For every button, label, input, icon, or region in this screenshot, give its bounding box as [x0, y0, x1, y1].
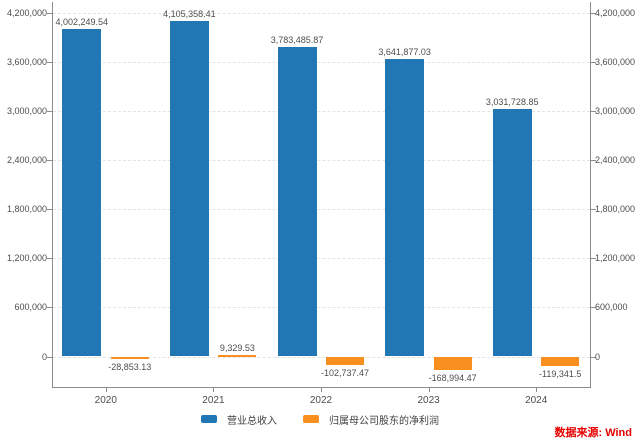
- y-axis-tick: [591, 307, 596, 309]
- legend: 营业总收入 归属母公司股东的净利润: [0, 411, 640, 427]
- gridline: [53, 13, 590, 14]
- revenue-value-label-2024: 3,031,728.85: [485, 96, 539, 107]
- legend-item: 营业总收入: [201, 412, 277, 427]
- gridline: [53, 111, 590, 113]
- gridline: [53, 258, 590, 260]
- y-axis-label: 3,600,000: [595, 57, 636, 68]
- y-axis-label: 3,600,000: [6, 57, 47, 68]
- net-profit-value-label-2024: -119,341.5: [539, 369, 582, 380]
- y-axis-label: 4,200,000: [6, 8, 47, 18]
- net-profit-bar-2021: [218, 354, 257, 357]
- x-axis-label: 2024: [525, 395, 548, 406]
- x-axis-label: 2020: [94, 395, 117, 406]
- y-axis-label: 3,000,000: [6, 106, 47, 117]
- y-axis-label: 2,400,000: [595, 155, 636, 166]
- y-axis-label: 3,000,000: [595, 106, 636, 117]
- y-axis-tick: [47, 160, 52, 162]
- y-axis-label: 600,000: [595, 302, 628, 313]
- net-profit-bar-2020: [110, 356, 149, 359]
- revenue-bar-2022: [277, 47, 317, 357]
- legend-swatch-icon: [303, 415, 319, 423]
- gridline: [53, 356, 590, 358]
- legend-label: 归属母公司股东的净利润: [329, 415, 439, 427]
- net-profit-value-label-2021: 9,329.53: [219, 342, 255, 353]
- y-axis-tick: [47, 356, 52, 358]
- y-axis-label: 1,200,000: [595, 253, 636, 264]
- gridline: [53, 160, 590, 162]
- revenue-value-label-2020: 4,002,249.54: [55, 17, 109, 28]
- x-axis-label: 2022: [309, 395, 333, 406]
- x-axis-tick: [213, 387, 215, 392]
- y-axis-label: 1,800,000: [595, 204, 636, 215]
- y-axis-label: 4,200,000: [595, 8, 636, 18]
- net-profit-bar-2024: [541, 356, 580, 367]
- x-axis-label: 2023: [417, 395, 440, 406]
- x-axis-tick: [428, 387, 430, 392]
- y-axis-left-line: [52, 2, 53, 388]
- y-axis-label: 0: [41, 351, 47, 362]
- y-axis-tick: [591, 62, 596, 64]
- revenue-value-label-2021: 4,105,358.41: [163, 8, 216, 19]
- x-axis-tick: [105, 387, 107, 392]
- x-axis-label: 2021: [202, 395, 225, 406]
- revenue-bar-2021: [169, 20, 209, 357]
- revenue-bar-2024: [492, 108, 532, 357]
- y-axis-tick: [47, 209, 52, 211]
- net-profit-value-label-2023: -168,994.47: [428, 373, 477, 384]
- net-profit-value-label-2022: -102,737.47: [320, 367, 370, 378]
- y-axis-tick: [591, 356, 596, 358]
- y-axis-tick: [47, 13, 52, 14]
- x-axis-tick: [321, 387, 322, 392]
- y-axis-tick: [47, 258, 52, 260]
- gridline: [53, 62, 590, 64]
- revenue-bar-2023: [385, 58, 425, 357]
- y-axis-tick: [47, 62, 52, 64]
- y-axis-label: 0: [595, 351, 601, 362]
- y-axis-tick: [47, 307, 52, 309]
- y-axis-tick: [591, 13, 596, 14]
- y-axis-label: 1,200,000: [6, 253, 47, 264]
- legend-swatch-icon: [201, 415, 217, 423]
- y-axis-tick: [47, 111, 52, 113]
- legend-label: 营业总收入: [227, 415, 277, 427]
- y-axis-label: 600,000: [14, 302, 47, 313]
- revenue-bar-2020: [62, 29, 102, 357]
- legend-item: 归属母公司股东的净利润: [303, 412, 439, 427]
- y-axis-tick: [591, 111, 596, 113]
- y-axis-label: 2,400,000: [6, 155, 47, 166]
- gridline: [53, 307, 590, 309]
- y-axis-label: 1,800,000: [6, 204, 47, 215]
- y-axis-tick: [591, 160, 596, 162]
- x-axis-tick: [536, 387, 538, 392]
- revenue-value-label-2023: 3,641,877.03: [378, 46, 431, 57]
- net-profit-value-label-2020: -28,853.13: [108, 362, 152, 372]
- net-profit-bar-2022: [326, 356, 364, 365]
- y-axis-right-line: [590, 2, 591, 388]
- gridline: [53, 209, 590, 211]
- revenue-value-label-2022: 3,783,485.87: [270, 35, 324, 46]
- y-axis-tick: [591, 209, 596, 211]
- source-note: 数据来源: Wind: [554, 427, 633, 439]
- y-axis-tick: [591, 258, 596, 260]
- net-profit-bar-2023: [433, 356, 472, 371]
